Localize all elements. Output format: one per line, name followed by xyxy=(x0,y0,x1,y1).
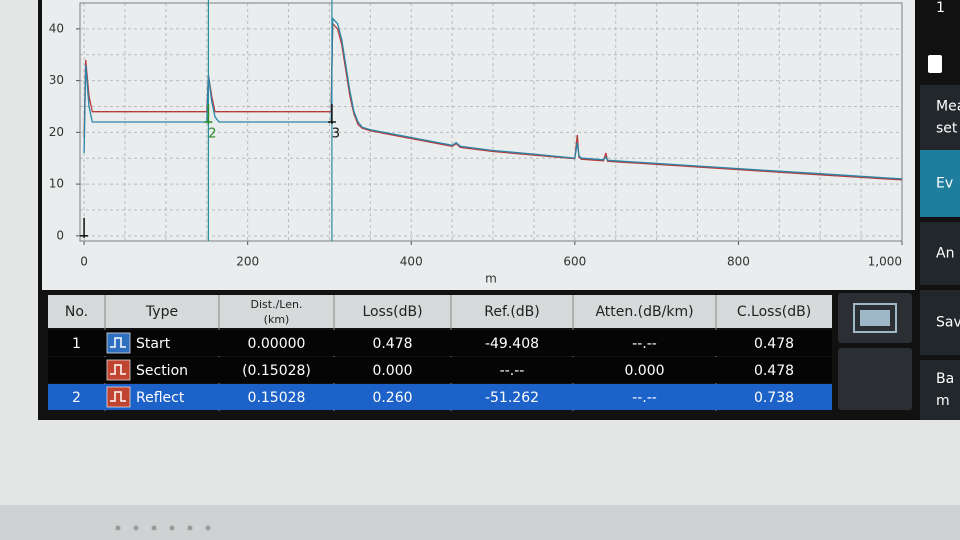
column-header: No. xyxy=(65,304,88,320)
y-tick-label: 30 xyxy=(49,73,64,87)
cell: 1 xyxy=(72,336,81,352)
cell: (0.15028) xyxy=(242,363,311,379)
cell: --.-- xyxy=(632,336,657,352)
sidebar-button[interactable] xyxy=(920,290,960,355)
sidebar-label: Ev xyxy=(936,176,953,192)
column-header: C.Loss(dB) xyxy=(737,304,811,320)
type-icon-glyph xyxy=(110,364,126,375)
cell: 0.000 xyxy=(624,363,664,379)
column-header: Dist./Len. xyxy=(251,298,303,311)
sidebar-label: 1 xyxy=(936,0,945,16)
plot-frame xyxy=(79,2,903,242)
column-header: Type xyxy=(145,304,178,320)
table-header-bg xyxy=(48,295,832,328)
event-table: No. Type Dist./Len. (km) Loss(dB) Ref.(dB) Att… xyxy=(48,295,832,411)
sidebar-label: An xyxy=(936,246,954,262)
y-tick-label: 0 xyxy=(56,228,64,242)
column-header: Loss(dB) xyxy=(362,304,422,320)
sidebar-button-selected[interactable] xyxy=(920,150,960,217)
sidebar-label: Sav xyxy=(936,315,960,331)
cell: 0.000 xyxy=(372,363,412,379)
cell: 0.478 xyxy=(754,363,794,379)
sidebar-label: m xyxy=(936,393,950,409)
type-icon xyxy=(106,332,131,354)
blank-button[interactable] xyxy=(838,348,912,410)
column-header: (km) xyxy=(264,313,290,326)
cell: 0.738 xyxy=(754,390,794,406)
x-tick-label: 0 xyxy=(80,255,88,269)
speaker-dots xyxy=(115,525,211,531)
cell: --.-- xyxy=(500,363,525,379)
column-header: Atten.(dB/km) xyxy=(595,304,693,320)
cell: Start xyxy=(136,336,171,352)
bezel-edge xyxy=(0,505,960,540)
cell: 0.478 xyxy=(372,336,412,352)
sidebar-label: Mea xyxy=(936,99,960,115)
sidebar-button[interactable] xyxy=(920,360,960,420)
zoom-icon xyxy=(853,303,897,333)
cell: 2 xyxy=(72,390,81,406)
x-tick-label: 200 xyxy=(236,255,259,269)
sidebar-label: set xyxy=(936,121,958,137)
cell: Section xyxy=(136,363,188,379)
x-tick-label: 1,000 xyxy=(868,255,902,269)
sidebar: 1 Mea set Ev An Sav Ba m xyxy=(920,0,960,420)
cell: --.-- xyxy=(632,390,657,406)
x-tick-label: 600 xyxy=(563,255,586,269)
cell: 0.478 xyxy=(754,336,794,352)
column-header: Ref.(dB) xyxy=(484,304,540,320)
type-icon xyxy=(106,359,131,381)
cell: 0.260 xyxy=(372,390,412,406)
trace xyxy=(83,22,903,181)
chart-panel xyxy=(42,0,915,290)
event-label: 3 xyxy=(332,127,340,142)
trace xyxy=(83,16,903,180)
zoom-icon-inner xyxy=(860,310,890,326)
y-tick-label: 40 xyxy=(49,21,64,35)
sidebar-label: Ba xyxy=(936,371,954,387)
cell: -51.262 xyxy=(485,390,539,406)
sd-card-icon xyxy=(928,55,942,73)
cell: Reflect xyxy=(136,390,185,406)
y-tick-label: 20 xyxy=(49,125,64,139)
y-tick-label: 10 xyxy=(49,177,64,191)
sidebar-button[interactable] xyxy=(920,222,960,285)
type-icon xyxy=(106,386,131,408)
selected-row-bg[interactable] xyxy=(48,384,832,410)
row-bg[interactable] xyxy=(48,357,832,383)
cell: 0.00000 xyxy=(248,336,306,352)
cell: 0.15028 xyxy=(248,390,306,406)
type-icon-glyph xyxy=(110,337,126,348)
type-icon-glyph xyxy=(110,391,126,402)
x-tick-label: 800 xyxy=(727,255,750,269)
cell: -49.408 xyxy=(485,336,539,352)
x-tick-label: 400 xyxy=(400,255,423,269)
row-bg[interactable] xyxy=(48,330,832,356)
event-label: 2 xyxy=(208,127,216,142)
x-axis-label: m xyxy=(485,272,497,286)
sidebar-button[interactable] xyxy=(920,85,960,150)
